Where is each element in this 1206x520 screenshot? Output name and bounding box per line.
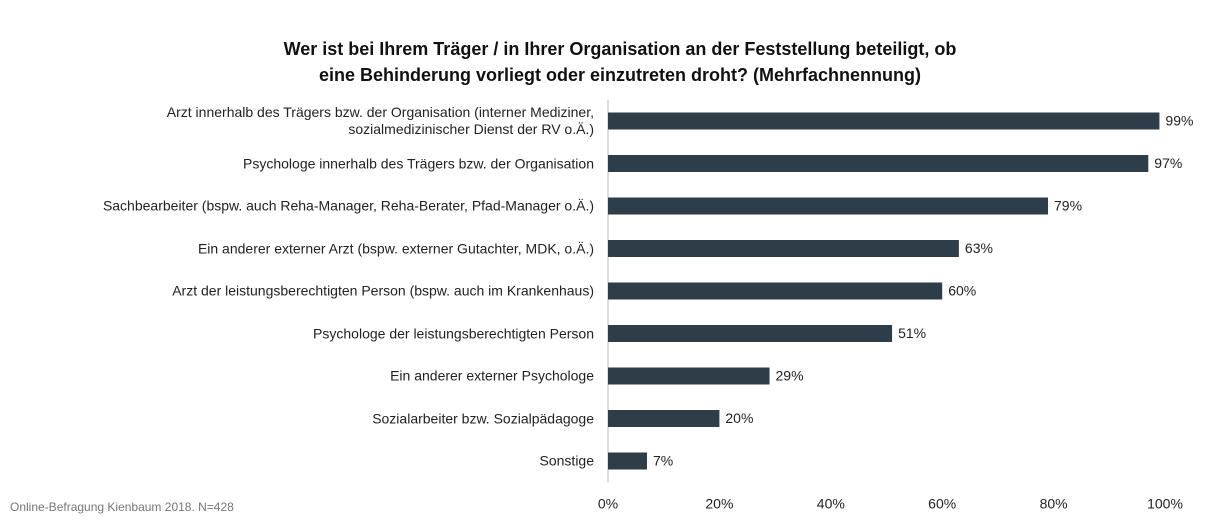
- category-label: Ein anderer externer Arzt (bspw. externe…: [197, 240, 594, 256]
- x-tick-label: 60%: [928, 496, 956, 512]
- value-label: 60%: [948, 283, 976, 299]
- category-label: Psychologe innerhalb des Trägers bzw. de…: [243, 155, 594, 171]
- value-label: 7%: [653, 453, 673, 469]
- bar: [608, 325, 893, 342]
- bar: [608, 155, 1149, 172]
- value-label: 99%: [1165, 113, 1193, 129]
- value-label: 51%: [898, 325, 926, 341]
- bar: [608, 367, 770, 385]
- category-label: Ein anderer externer Psychologe: [390, 367, 594, 384]
- x-tick-label: 40%: [817, 496, 845, 512]
- category-label: Sachbearbeiter (bspw. auch Reha-Manager,…: [102, 197, 594, 214]
- value-label: 97%: [1154, 155, 1182, 171]
- bar: [608, 452, 647, 470]
- category-label: Psychologe der leistungsberechtigten Per…: [313, 325, 594, 341]
- category-label: Arzt innerhalb des Trägers bzw. der Orga…: [166, 104, 594, 137]
- chart-title: Wer ist bei Ihrem Träger / in Ihrer Orga…: [283, 39, 957, 85]
- bar: [608, 197, 1049, 215]
- bar: [608, 410, 720, 427]
- bar: [608, 282, 943, 300]
- x-tick-label: 80%: [1040, 496, 1068, 512]
- category-label: Arzt der leistungsberechtigten Person (b…: [172, 282, 594, 299]
- bar: [608, 112, 1160, 130]
- category-label: Sonstige: [539, 452, 594, 469]
- value-label: 20%: [725, 410, 753, 426]
- x-tick-label: 0%: [598, 496, 618, 512]
- value-label: 79%: [1054, 198, 1082, 214]
- source-note: Online-Befragung Kienbaum 2018. N=428: [10, 500, 234, 514]
- value-label: 29%: [776, 368, 804, 384]
- bar: [608, 240, 959, 257]
- x-tick-label: 100%: [1147, 496, 1183, 512]
- x-tick-label: 20%: [705, 496, 733, 512]
- category-label: Sozialarbeiter bzw. Sozialpädagoge: [372, 410, 594, 426]
- value-label: 63%: [965, 240, 993, 256]
